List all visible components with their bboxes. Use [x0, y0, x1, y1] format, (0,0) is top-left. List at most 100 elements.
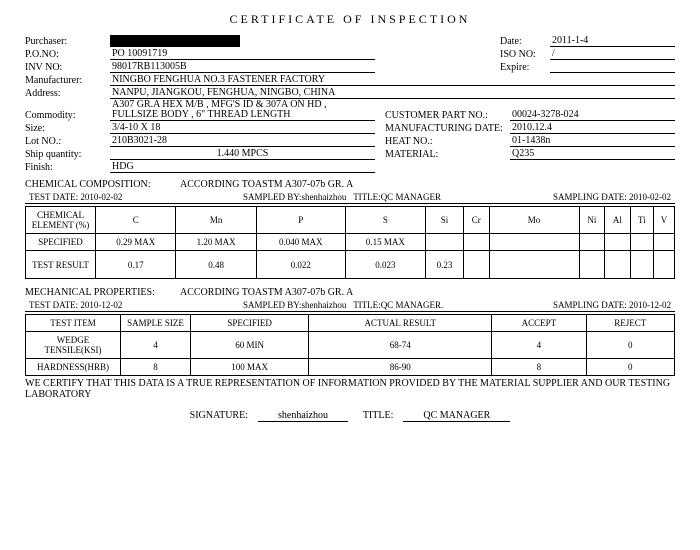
mech-sb: shenhaizhou: [301, 300, 346, 310]
date-label: Date:: [500, 36, 550, 47]
inv-value: 98017RB113005B: [110, 61, 375, 73]
expire-value: [550, 61, 675, 73]
chem-h8: Ni: [579, 207, 605, 234]
mech-r2: HARDNESS(HRB): [26, 359, 121, 376]
mech-b1: 8: [121, 359, 191, 376]
mech-td: 2010-12-02: [80, 300, 122, 310]
mech-ti-label: TITLE:: [353, 300, 381, 310]
chem-t5: 0.23: [426, 251, 464, 279]
mfr-label: Manufacturer:: [25, 75, 110, 86]
chem-t3: 0.022: [256, 251, 345, 279]
mech-b3: 86-90: [309, 359, 492, 376]
chem-h2: Mn: [176, 207, 256, 234]
title-label: TITLE:: [363, 410, 394, 421]
mech-h3: ACTUAL RESULT: [309, 315, 492, 332]
chem-h6: Cr: [463, 207, 489, 234]
mech-h4: ACCEPT: [492, 315, 586, 332]
mech-a3: 68-74: [309, 332, 492, 359]
mdate-value: 2010.12.4: [510, 122, 675, 134]
shipq-label: Ship quantity:: [25, 149, 110, 160]
mech-h0: TEST ITEM: [26, 315, 121, 332]
heat-value: 01-1438n: [510, 135, 675, 147]
chem-sd: 2010-02-02: [629, 192, 671, 202]
chem-td-label: TEST DATE:: [29, 192, 78, 202]
chem-h7: Mo: [489, 207, 579, 234]
mech-according: ACCORDING TOASTM A307-07b GR. A: [180, 287, 353, 298]
purchaser-label: Purchaser:: [25, 36, 110, 47]
cpn-label: CUSTOMER PART NO.:: [385, 110, 510, 121]
chem-h4: S: [345, 207, 425, 234]
chem-h0: CHEMICAL ELEMENT (%): [26, 207, 96, 234]
mat-value: Q235: [510, 148, 675, 160]
certify-text: WE CERTIFY THAT THIS DATA IS A TRUE REPR…: [25, 378, 675, 400]
chem-res-label: TEST RESULT: [26, 251, 96, 279]
chem-sd-label: SAMPLING DATE:: [553, 192, 627, 202]
mech-ti: QC MANAGER.: [381, 300, 444, 310]
size-label: Size:: [25, 123, 110, 134]
chem-section: CHEMICAL COMPOSITION:: [25, 179, 180, 190]
mfr-value: NINGBO FENGHUA NO.3 FASTENER FACTORY: [110, 74, 675, 86]
chem-ti-label: TITLE:: [353, 192, 381, 202]
chem-sb: shenhaizhou: [301, 192, 346, 202]
lot-value: 210B3021-28: [110, 135, 375, 147]
chem-t1: 0.17: [96, 251, 176, 279]
mech-a1: 4: [121, 332, 191, 359]
chem-spec-label: SPECIFIED: [26, 234, 96, 251]
commodity-label: Commodity:: [25, 110, 110, 121]
inv-label: INV NO:: [25, 62, 110, 73]
lot-label: Lot NO.:: [25, 136, 110, 147]
chem-according: ACCORDING TOASTM A307-07b GR. A: [180, 179, 353, 190]
chem-s3: 0.040 MAX: [256, 234, 345, 251]
mech-b2: 100 MAX: [191, 359, 309, 376]
mech-sd: 2010-12-02: [629, 300, 671, 310]
chem-table: CHEMICAL ELEMENT (%) CMnPSSiCrMoNiAlTiV …: [25, 206, 675, 279]
mech-a4: 4: [492, 332, 586, 359]
chem-h10: Ti: [630, 207, 653, 234]
mech-b4: 8: [492, 359, 586, 376]
mech-a2: 60 MIN: [191, 332, 309, 359]
purchaser-value: [110, 35, 240, 47]
chem-h9: Al: [605, 207, 631, 234]
doc-title: CERTIFICATE OF INSPECTION: [25, 12, 675, 27]
po-value: PO 10091719: [110, 48, 375, 60]
po-label: P.O.NO:: [25, 49, 110, 60]
chem-h1: C: [96, 207, 176, 234]
mech-h1: SAMPLE SIZE: [121, 315, 191, 332]
chem-td: 2010-02-02: [80, 192, 122, 202]
mech-r1: WEDGE TENSILE(KSI): [26, 332, 121, 359]
iso-value: /: [550, 48, 675, 60]
chem-s2: 1.20 MAX: [176, 234, 256, 251]
title-value: QC MANAGER: [403, 410, 510, 422]
commodity-value: A307 GR.A HEX M/B , MFG'S ID & 307A ON H…: [110, 100, 375, 121]
chem-s4: 0.15 MAX: [345, 234, 425, 251]
cpn-value: 00024-3278-024: [510, 109, 675, 121]
mech-sd-label: SAMPLING DATE:: [553, 300, 627, 310]
mech-td-label: TEST DATE:: [29, 300, 78, 310]
chem-t4: 0.023: [345, 251, 425, 279]
sig-label: SIGNATURE:: [190, 410, 248, 421]
chem-t2: 0.48: [176, 251, 256, 279]
addr-value: NANPU, JIANGKOU, FENGHUA, NINGBO, CHINA: [110, 87, 675, 99]
sig-value: shenhaizhou: [258, 410, 348, 422]
mech-section: MECHANICAL PROPERTIES:: [25, 287, 180, 298]
chem-sb-label: SAMPLED BY:: [243, 192, 301, 202]
chem-h11: V: [653, 207, 674, 234]
date-value: 2011-1-4: [550, 35, 675, 47]
mech-h5: REJECT: [586, 315, 674, 332]
expire-label: Expire:: [500, 62, 550, 73]
addr-label: Address:: [25, 88, 110, 99]
mech-h2: SPECIFIED: [191, 315, 309, 332]
mdate-label: MANUFACTURING DATE:: [385, 123, 510, 134]
mech-sb-label: SAMPLED BY:: [243, 300, 301, 310]
chem-h3: P: [256, 207, 345, 234]
chem-s1: 0.29 MAX: [96, 234, 176, 251]
chem-h5: Si: [426, 207, 464, 234]
heat-label: HEAT NO.:: [385, 136, 510, 147]
finish-value: HDG: [110, 161, 375, 173]
shipq-value: 1.440 MPCS: [110, 148, 375, 160]
chem-ti: QC MANAGER: [381, 192, 441, 202]
mech-b5: 0: [586, 359, 674, 376]
mat-label: MATERIAL:: [385, 149, 510, 160]
mech-table: TEST ITEM SAMPLE SIZE SPECIFIED ACTUAL R…: [25, 314, 675, 376]
size-value: 3/4-10 X 18: [110, 122, 375, 134]
